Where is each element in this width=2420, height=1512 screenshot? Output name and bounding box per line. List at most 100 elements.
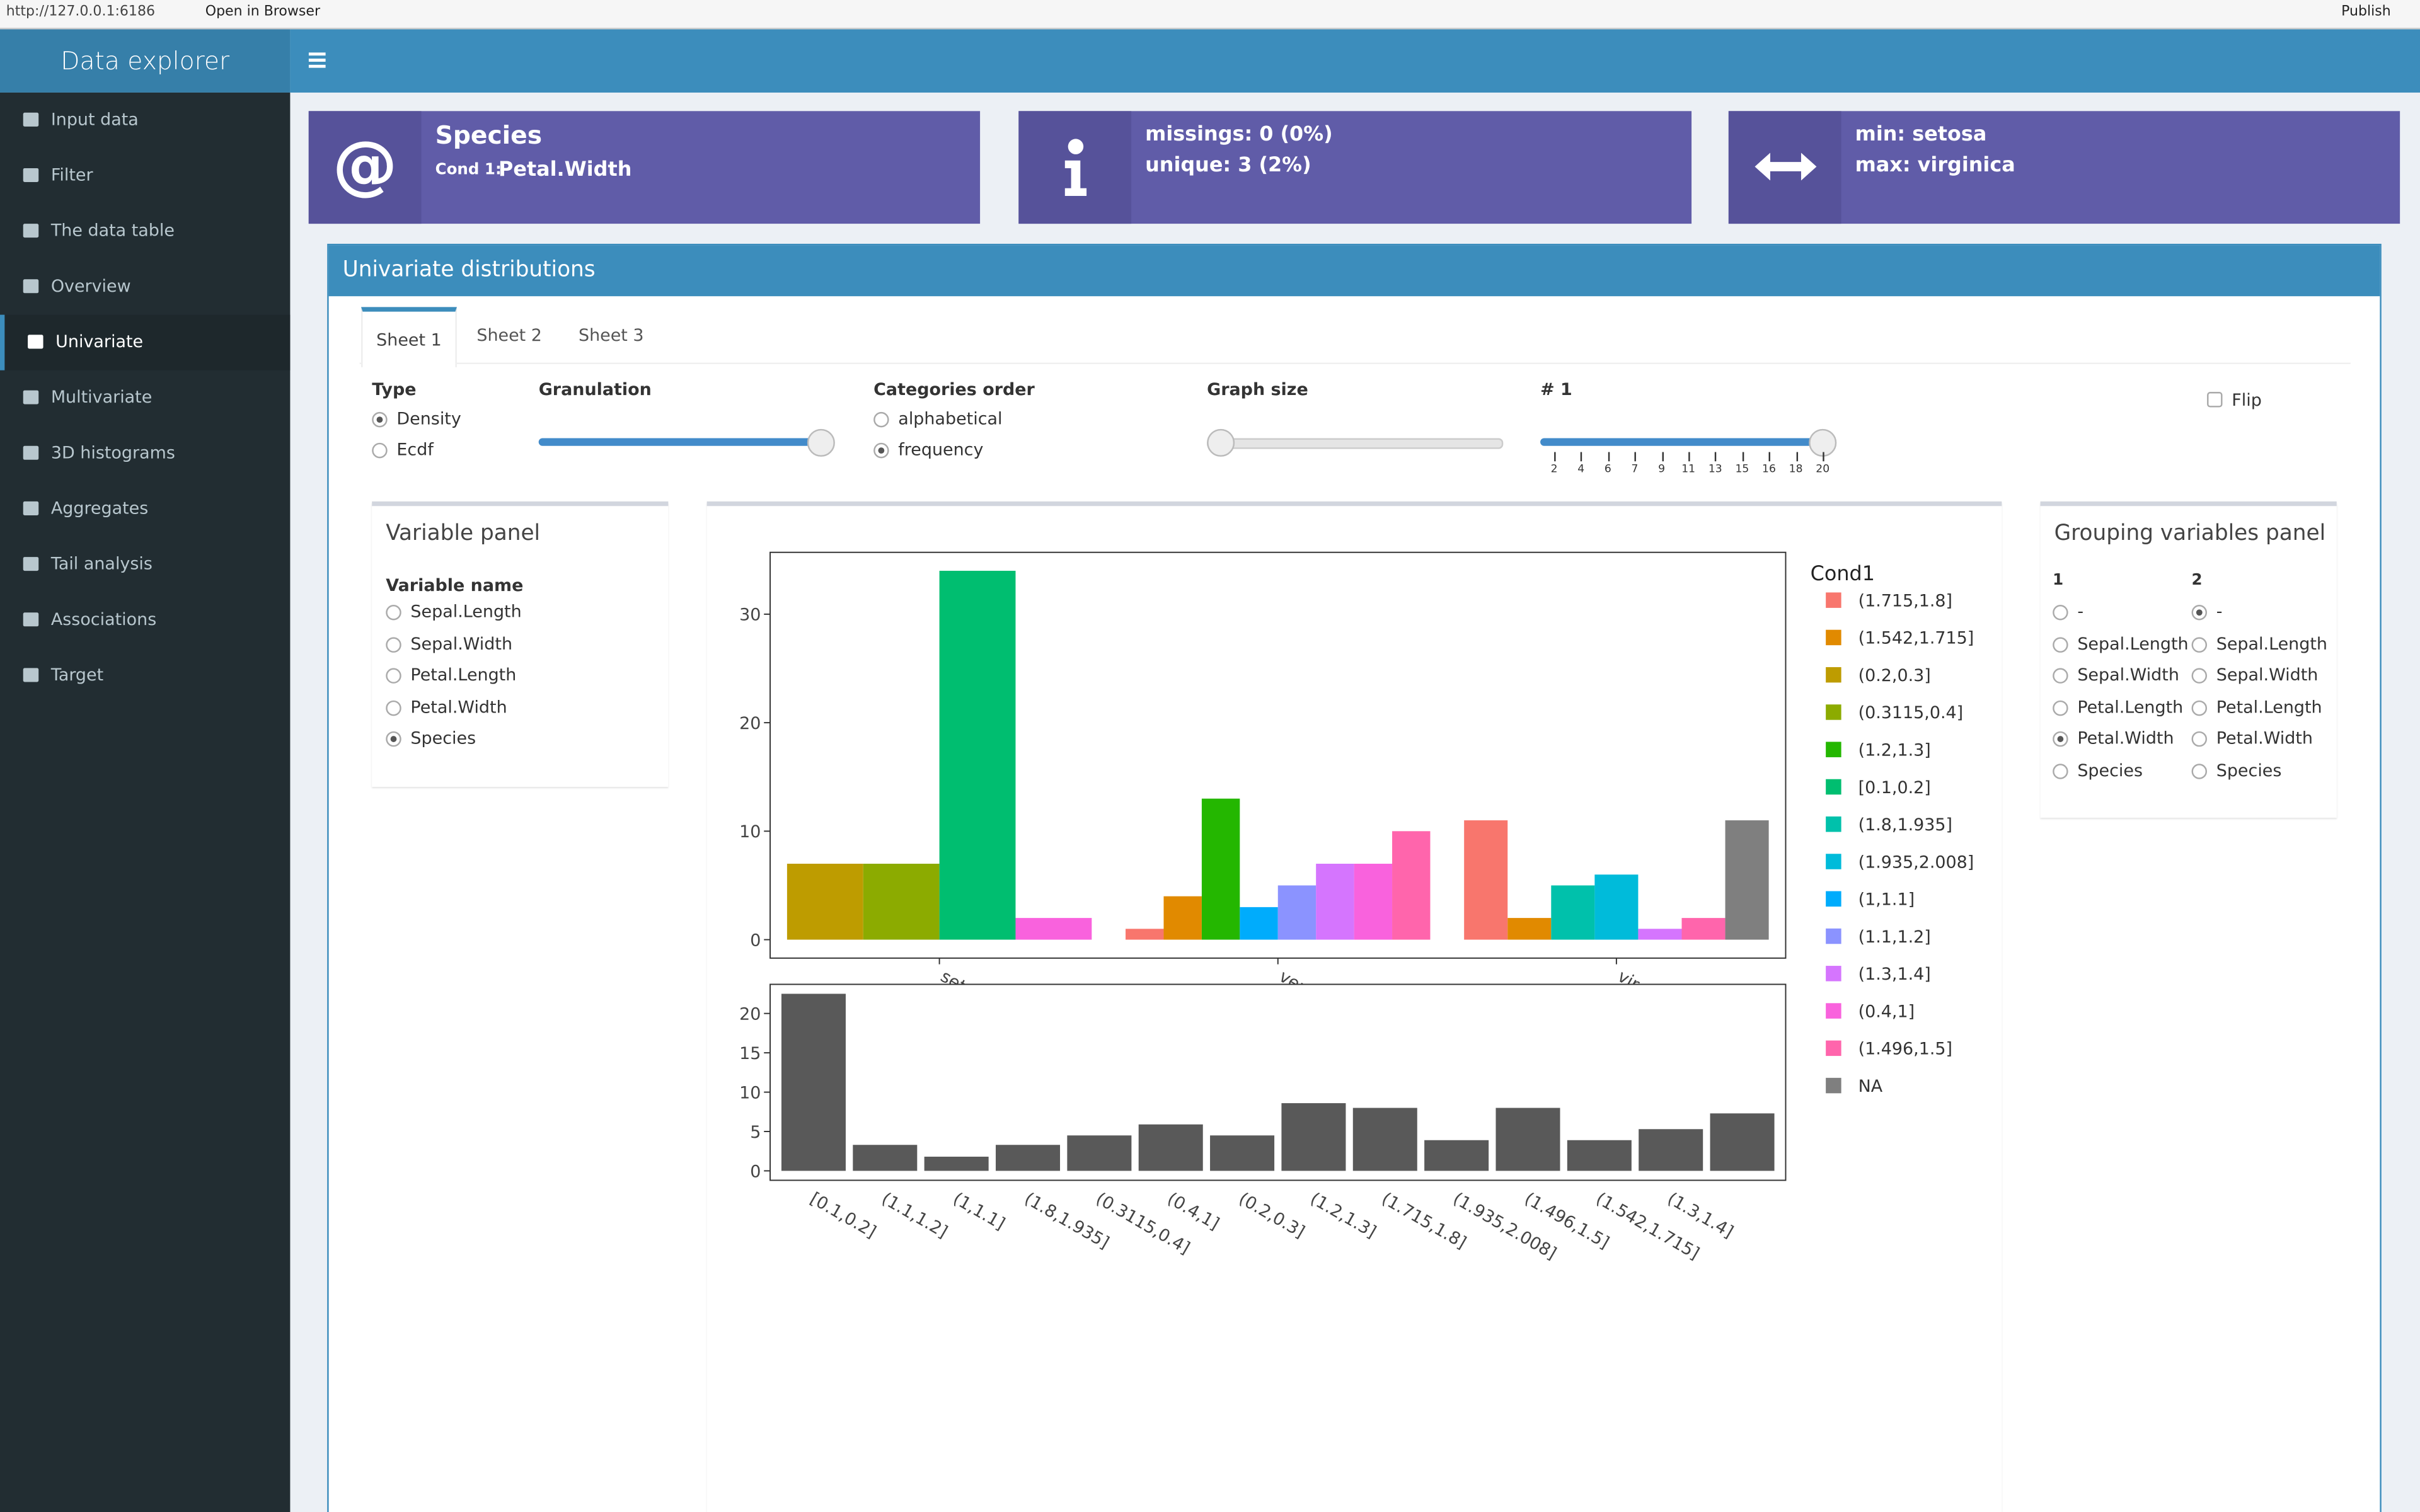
y-tick-label: 20 (739, 1004, 761, 1024)
bar (996, 1145, 1061, 1171)
radio[interactable] (2053, 763, 2068, 779)
y-tick-label: 5 (750, 1123, 761, 1142)
open-in-browser[interactable]: Open in Browser (205, 4, 321, 20)
legend-swatch (1826, 891, 1841, 907)
icon-area: @ (308, 111, 422, 224)
legend-swatch (1826, 1040, 1841, 1057)
menu-item[interactable]: Univariate (0, 314, 291, 370)
radio[interactable] (386, 731, 401, 747)
slider-tick (1795, 452, 1798, 462)
radio[interactable] (2053, 636, 2068, 652)
legend-label: (1.935,2.008] (1858, 852, 1974, 872)
menu-item[interactable]: Associations (0, 592, 290, 648)
menu-item[interactable]: Overview (0, 259, 290, 314)
bar (1201, 798, 1240, 940)
menu-item[interactable]: Target (0, 648, 290, 704)
radio[interactable] (386, 605, 401, 621)
legend-swatch (1826, 742, 1841, 757)
radio[interactable] (873, 442, 889, 459)
url: http://127.0.0.1:6186 (6, 4, 156, 20)
menu-icon (23, 168, 39, 182)
bar (786, 863, 863, 940)
menu-item[interactable]: Filter (0, 148, 290, 203)
slider-handle[interactable] (807, 428, 835, 457)
bar (1281, 1103, 1346, 1171)
menu-item[interactable]: Tail analysis (0, 537, 290, 592)
option-label: Species (2216, 760, 2282, 780)
menu-item[interactable]: Input data (0, 93, 290, 148)
radio[interactable] (386, 636, 401, 652)
radio[interactable] (386, 668, 401, 684)
column-label: 1 (2053, 572, 2064, 590)
info-icon (1064, 139, 1087, 197)
radio[interactable] (2191, 699, 2208, 716)
menu-label: Overview (50, 276, 131, 297)
bar (1567, 1140, 1632, 1171)
radio[interactable] (2053, 699, 2068, 716)
radio[interactable] (2191, 763, 2208, 779)
legend-label: (1.496,1.5] (1858, 1040, 1952, 1059)
x-tick-label: (1.1,1.2] (878, 1189, 950, 1242)
menu-label: Tail analysis (50, 554, 153, 575)
publish[interactable]: Publish (2341, 4, 2391, 20)
radio[interactable] (386, 699, 401, 716)
legend-label: (0.3115,0.4] (1858, 703, 1964, 723)
legend-title: Cond1 (1811, 561, 1875, 585)
panel-title: Grouping variables panel (2054, 521, 2326, 546)
menu-item[interactable]: The data table (0, 203, 290, 259)
menu-item[interactable]: Aggregates (0, 481, 290, 537)
box-title: Species (435, 120, 543, 150)
legend-swatch (1826, 704, 1841, 720)
checkbox-label: Flip (2232, 390, 2262, 411)
bar (1210, 1135, 1275, 1171)
tab[interactable]: Sheet 2 (463, 307, 556, 362)
slider-track (538, 438, 833, 446)
line: max: virginica (1855, 154, 2015, 178)
radio[interactable] (372, 442, 388, 459)
y-tick-label: 0 (750, 1162, 761, 1181)
radio[interactable] (2191, 731, 2208, 747)
radio[interactable] (2053, 731, 2068, 747)
radio[interactable] (2191, 605, 2208, 621)
radio[interactable] (2053, 605, 2068, 621)
radio[interactable] (2191, 636, 2208, 652)
radio[interactable] (873, 411, 889, 428)
option-label: Sepal.Width (2216, 665, 2319, 685)
bar (1015, 918, 1092, 940)
browser-bar: http://127.0.0.1:6186 Open in Browser Pu… (0, 0, 2420, 30)
menu-label: Target (50, 665, 104, 685)
menu-label: Multivariate (50, 387, 153, 408)
checkbox[interactable] (2207, 392, 2223, 408)
legend-label: (1.542,1.715] (1858, 629, 1974, 648)
bar (1163, 896, 1202, 940)
radio[interactable] (2191, 668, 2208, 684)
slider-handle[interactable] (1809, 428, 1837, 457)
bar (1594, 874, 1639, 940)
legend-label: (1.8,1.935] (1858, 815, 1952, 835)
control-label: Graph size (1207, 379, 1308, 400)
option-label: Petal.Length (410, 665, 517, 685)
menu-item[interactable]: 3D histograms (0, 426, 290, 481)
slider-tick-label: 4 (1577, 462, 1585, 476)
bar (1354, 863, 1393, 940)
slider-handle[interactable] (1207, 428, 1235, 457)
legend-swatch (1826, 928, 1841, 944)
tab[interactable]: Sheet 1 (361, 307, 457, 367)
menu-item[interactable]: Multivariate (0, 370, 290, 426)
tab[interactable]: Sheet 3 (565, 307, 657, 362)
panel-title: Univariate distributions (342, 257, 596, 283)
radio[interactable] (2053, 668, 2068, 684)
x-tick-label: (1.2,1.3] (1307, 1189, 1380, 1242)
legend-swatch (1826, 854, 1841, 869)
slider-tick-label: 16 (1762, 462, 1776, 476)
menu-toggle[interactable] (308, 52, 326, 68)
legend-swatch (1826, 1077, 1841, 1094)
radio[interactable] (372, 411, 388, 428)
info-box: @ Species Cond 1: Petal.Width (308, 111, 981, 224)
option-label: Petal.Width (410, 696, 507, 717)
bar (853, 1145, 918, 1171)
legend-label: (0.2,0.3] (1858, 666, 1931, 685)
tab-label: Sheet 3 (578, 325, 644, 346)
option-label: - (2216, 602, 2223, 622)
x-tick-label: (1,1.1] (950, 1189, 1008, 1234)
